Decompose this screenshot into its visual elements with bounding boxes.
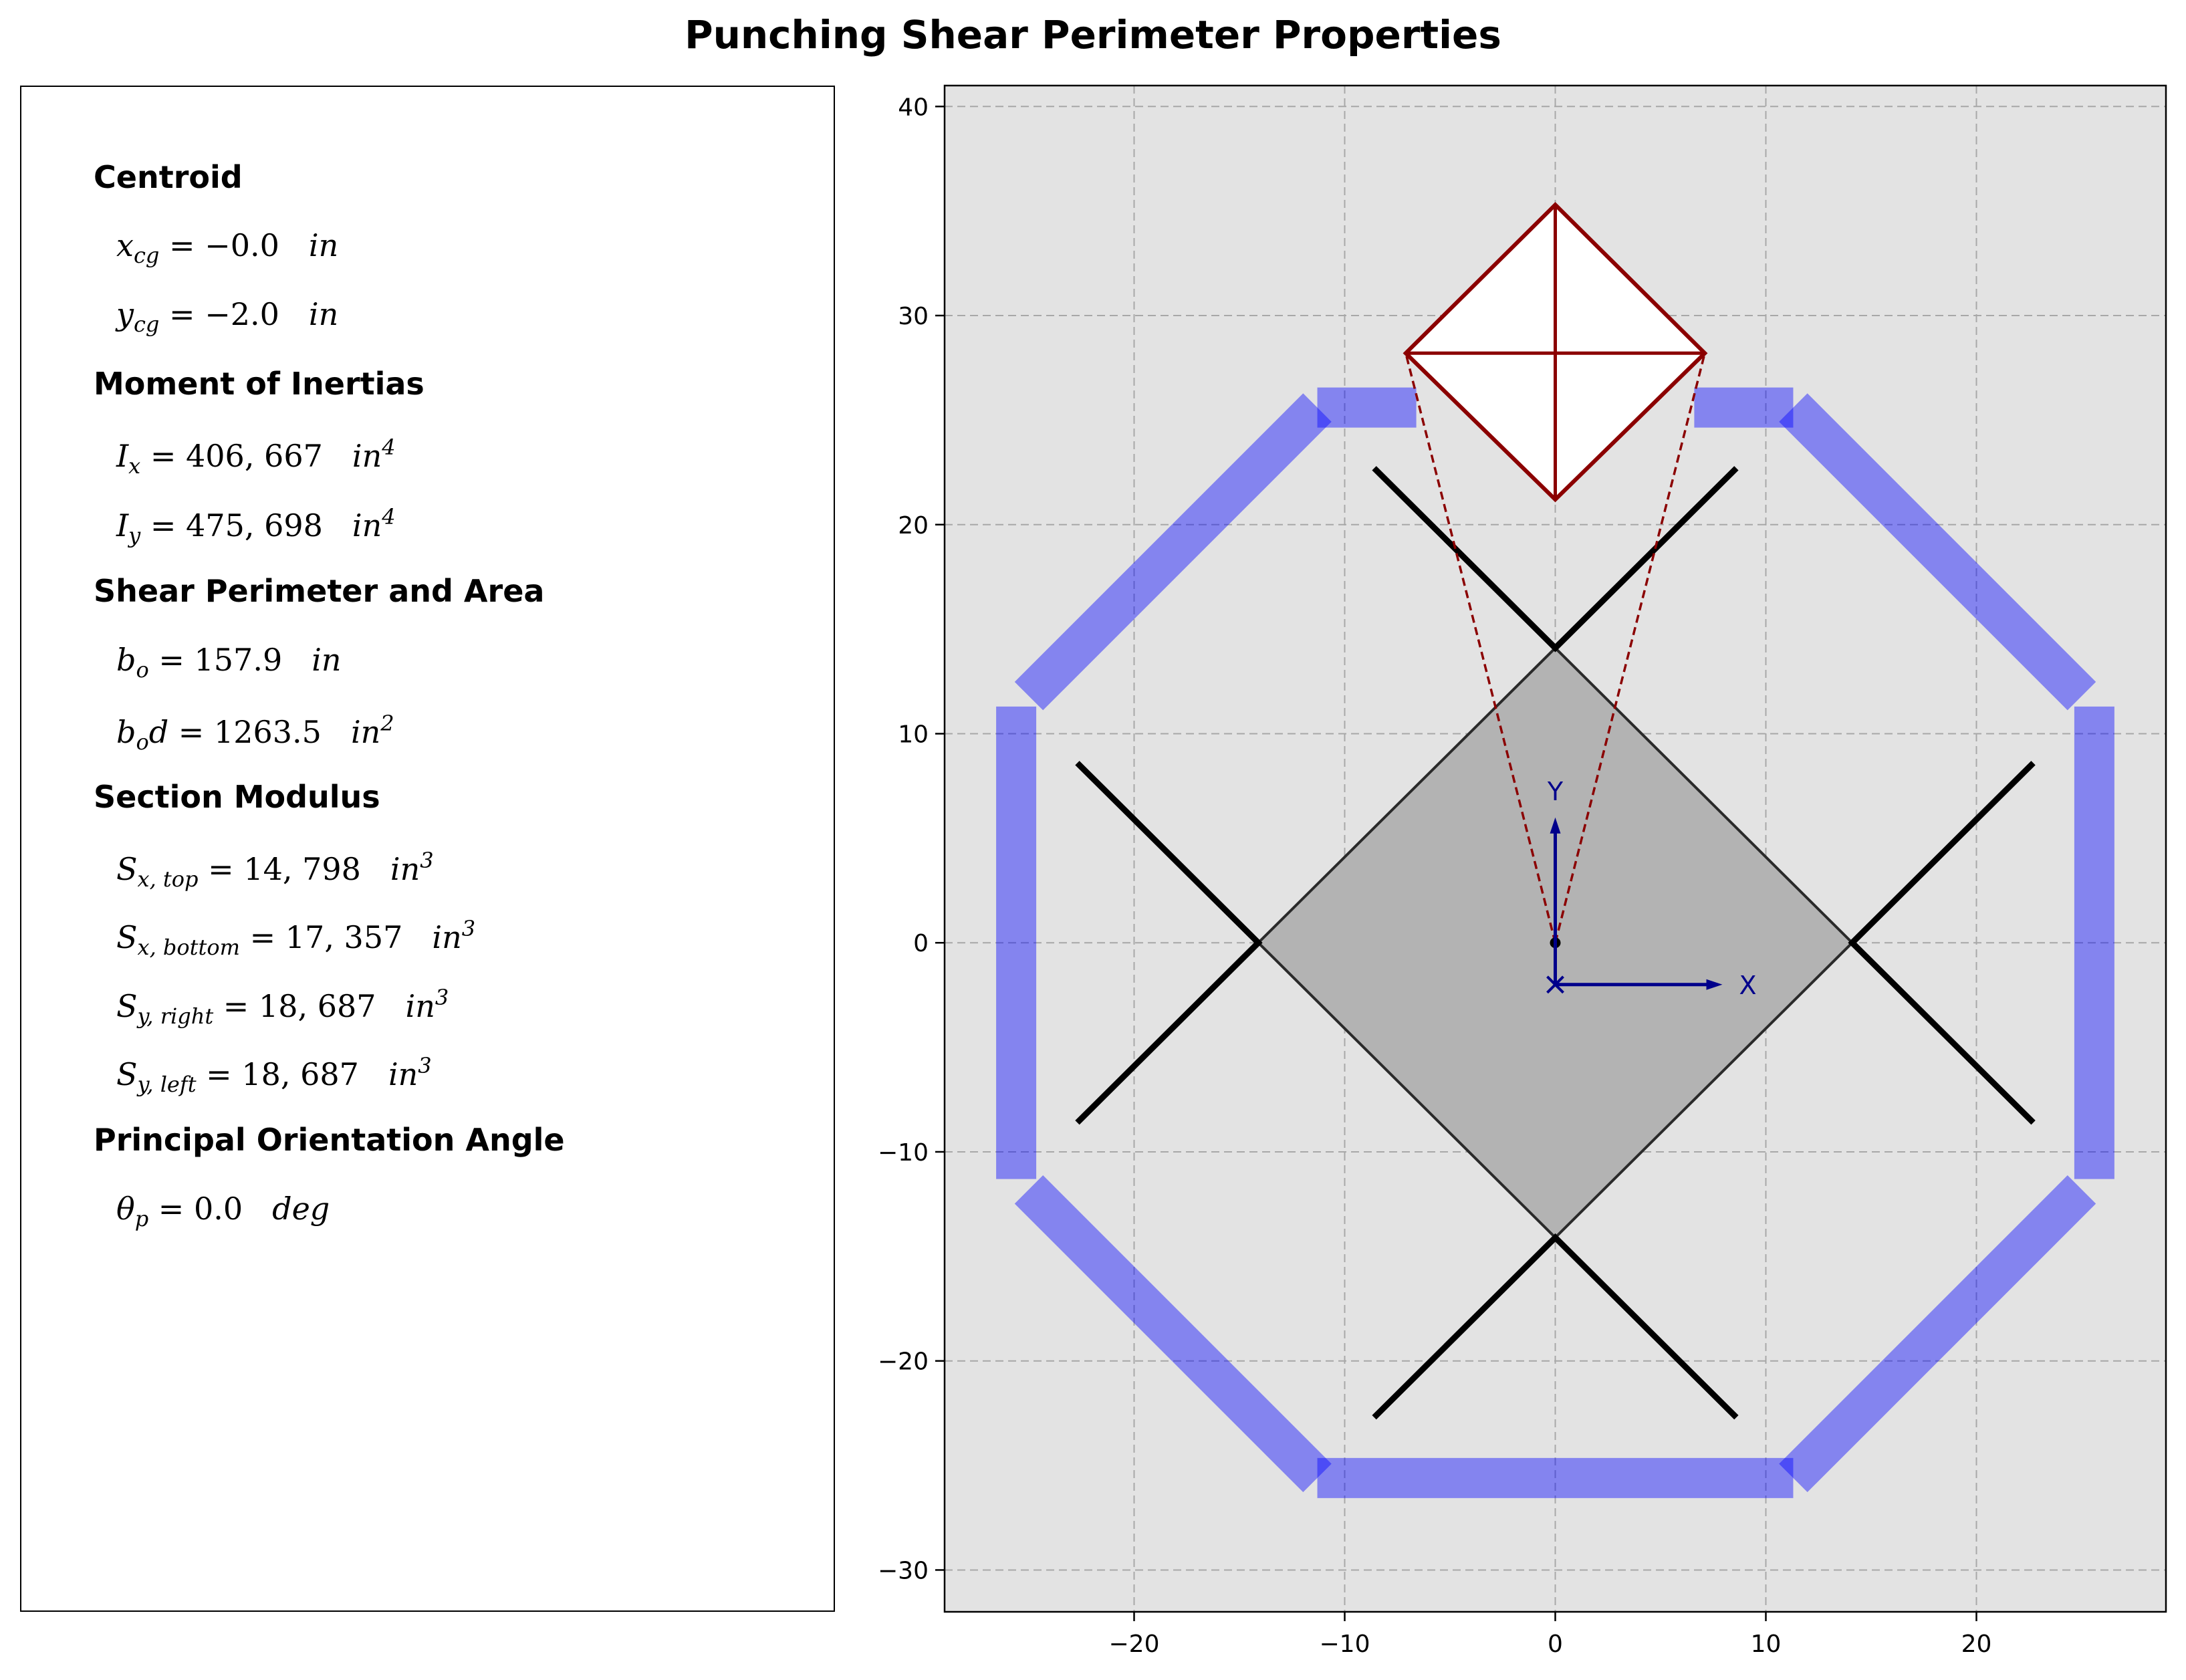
sx-top-unit-exponent: 3 [420, 848, 434, 873]
xcg-value: −0.0 [205, 227, 279, 263]
y-tick-label: 0 [913, 930, 929, 957]
iy-unit: in [352, 507, 382, 544]
figure-title: Punching Shear Perimeter Properties [685, 12, 1501, 57]
origin-cross-b [1546, 975, 1564, 994]
shear-perimeter-segment [1779, 393, 2096, 711]
y-tick-label: 20 [898, 512, 929, 539]
iy-row: Iy = 475, 698 in4 [116, 504, 396, 548]
sy-right-value: 18, 687 [258, 988, 376, 1024]
x-tick-label: −20 [1109, 1631, 1160, 1658]
x-axis-arrowhead [1706, 979, 1723, 990]
sy-left-row: Sy, left = 18, 687 in3 [116, 1053, 432, 1097]
x-tick-label: 20 [1961, 1631, 1992, 1658]
ycg-unit: in [308, 296, 339, 332]
shear-perimeter-segment [1014, 1175, 1332, 1493]
bo-row: bo = 157.9 in [116, 642, 342, 683]
bo-unit: in [312, 642, 342, 678]
bod-unit-exponent: 2 [380, 711, 394, 736]
inertia-heading: Moment of Inertias [94, 366, 424, 402]
ix-value: 406, 667 [186, 438, 323, 474]
properties-panel: Centroid xcg = −0.0 in ycg = −2.0 in Momen… [20, 86, 835, 1612]
theta-unit: deg [272, 1191, 330, 1227]
y-tick-label: −10 [878, 1139, 929, 1167]
y-axis-arrowhead [1550, 817, 1561, 834]
angle-heading: Principal Orientation Angle [94, 1122, 565, 1158]
centroid-heading: Centroid [94, 159, 243, 195]
ix-unit: in [352, 438, 382, 474]
sy-left-unit-exponent: 3 [418, 1053, 432, 1078]
x-tick-label: 0 [1548, 1631, 1563, 1658]
theta-row: θp = 0.0 deg [116, 1191, 330, 1231]
y-tick-label: −20 [878, 1348, 929, 1376]
y-tick-label: 30 [898, 303, 929, 330]
sx-top-row: Sx, top = 14, 798 in3 [116, 848, 434, 892]
x-tick-label: −10 [1320, 1631, 1370, 1658]
ycg-row: ycg = −2.0 in [116, 296, 339, 337]
sy-left-value: 18, 687 [241, 1056, 359, 1092]
critical-section-line [1075, 761, 1263, 1125]
y-axis-glyph-label: Y [1547, 777, 1564, 806]
critical-section-line [1372, 466, 1739, 652]
modulus-heading: Section Modulus [94, 779, 380, 815]
sx-bottom-unit: in [432, 919, 462, 955]
sy-right-unit-exponent: 3 [435, 985, 449, 1010]
sy-right-row: Sy, right = 18, 687 in3 [116, 985, 449, 1029]
y-tick-label: 40 [898, 94, 929, 121]
bo-value: 157.9 [194, 642, 283, 678]
xcg-unit: in [308, 227, 339, 263]
bod-unit: in [350, 714, 381, 750]
x-tick-label: 10 [1751, 1631, 1782, 1658]
theta-value: 0.0 [193, 1191, 243, 1227]
y-tick-label: 10 [898, 721, 929, 748]
sy-right-unit: in [405, 988, 435, 1024]
perimeter-heading: Shear Perimeter and Area [94, 573, 545, 609]
ycg-value: −2.0 [205, 296, 279, 332]
ix-unit-exponent: 4 [382, 435, 396, 460]
ix-row: Ix = 406, 667 in4 [116, 435, 396, 479]
sy-left-unit: in [388, 1056, 418, 1092]
critical-section-line [1848, 761, 2036, 1125]
iy-value: 475, 698 [186, 507, 323, 544]
sx-top-value: 14, 798 [243, 851, 361, 887]
y-tick-label: −30 [878, 1557, 929, 1584]
sx-bottom-unit-exponent: 3 [461, 916, 476, 941]
shear-perimeter-segment [1779, 1175, 2096, 1493]
iy-unit-exponent: 4 [382, 504, 396, 529]
critical-section-line [1372, 1233, 1739, 1420]
x-axis-glyph-label: X [1739, 971, 1756, 1000]
sx-top-unit: in [390, 851, 420, 887]
shear-perimeter-segment [1014, 393, 1332, 711]
sx-bottom-row: Sx, bottom = 17, 357 in3 [116, 916, 476, 960]
xcg-row: xcg = −0.0 in [116, 227, 339, 268]
sx-bottom-value: 17, 357 [285, 919, 403, 955]
bod-value: 1263.5 [213, 714, 322, 750]
bod-row: bod = 1263.5 in2 [116, 711, 394, 755]
